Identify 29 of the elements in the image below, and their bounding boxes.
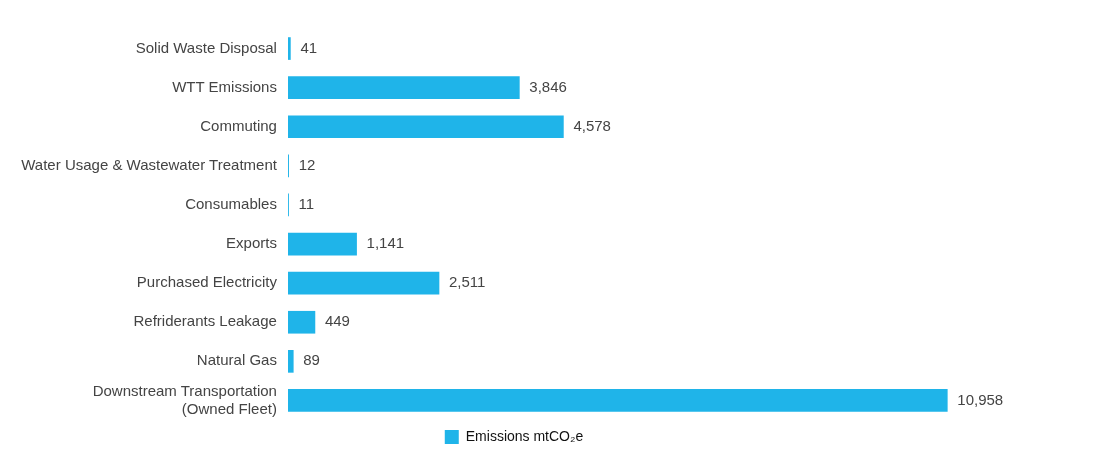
data-label: 11 — [298, 195, 315, 213]
y-tick-label: WTT Emissions — [172, 77, 277, 95]
y-tick-label: Refriderants Leakage — [133, 312, 277, 330]
bar — [287, 76, 520, 99]
bar — [287, 37, 291, 60]
bar — [287, 232, 357, 256]
y-tick-label: Consumables — [185, 195, 277, 213]
data-label: 4,578 — [573, 116, 611, 134]
bar — [287, 389, 948, 412]
bar — [287, 350, 294, 373]
bar — [287, 271, 440, 295]
y-tick-label: Natural Gas — [196, 351, 277, 369]
y-tick-label: Purchased Electricity — [136, 273, 278, 291]
y-tick-label: Downstream Transportation (Owned Fleet) — [92, 381, 277, 417]
data-label: 41 — [300, 38, 318, 56]
data-label: 449 — [324, 312, 350, 330]
bar — [287, 115, 564, 139]
legend-label: Emissions mtCO₂e — [465, 427, 584, 444]
data-label: 2,511 — [449, 273, 486, 291]
data-label: 1,141 — [366, 234, 405, 252]
y-tick-label: Commuting — [200, 116, 277, 134]
data-label: 12 — [298, 155, 316, 173]
data-label: 10,958 — [957, 390, 1004, 408]
data-label: 3,846 — [529, 77, 567, 95]
bar — [287, 310, 316, 334]
y-tick-label: Water Usage & Wastewater Treatment — [21, 155, 278, 173]
y-tick-label: Exports — [226, 234, 277, 252]
data-label: 89 — [303, 351, 320, 369]
y-tick-label: Solid Waste Disposal — [135, 38, 277, 56]
